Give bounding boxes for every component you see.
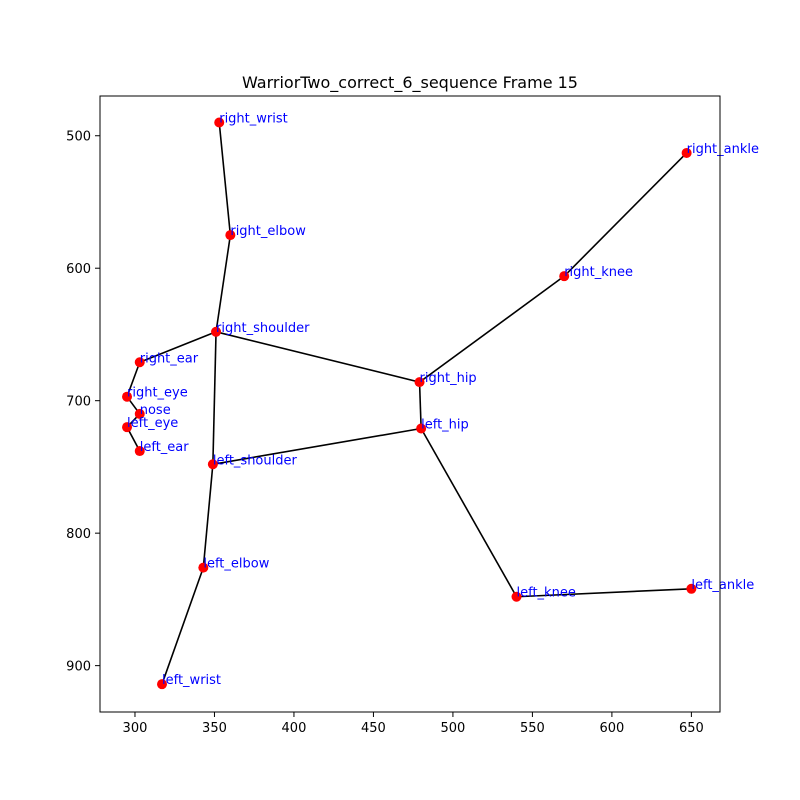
keypoint-left_knee (511, 591, 522, 602)
y-tick-label: 500 (66, 130, 91, 145)
skeleton-line-right_knee-right_ankle (563, 152, 688, 277)
skeleton-line-right_wrist-right_elbow (218, 122, 232, 236)
keypoint-left_ear (134, 446, 145, 457)
skeleton-line-left_knee-left_ankle (516, 588, 692, 598)
keypoint-right_shoulder (211, 326, 222, 337)
skeleton-line-right_elbow-right_shoulder (215, 234, 232, 332)
keypoint-right_knee (559, 271, 570, 282)
skeleton-line-right_hip-left_hip (418, 382, 422, 429)
keypoint-left_shoulder (207, 459, 218, 470)
x-tick-label: 550 (520, 721, 545, 736)
keypoint-right_elbow (225, 230, 236, 241)
skeleton-line-right_shoulder-right_hip (215, 331, 420, 383)
x-tick-label: 450 (361, 721, 386, 736)
skeleton-line-left_shoulder-left_hip (212, 427, 422, 466)
keypoint-label-left_wrist: left_wrist (162, 673, 221, 688)
x-tick-label: 400 (282, 721, 307, 736)
keypoint-right_ankle (681, 147, 692, 158)
keypoint-label-right_ear: right_ear (140, 351, 199, 366)
x-tick-label: 650 (679, 721, 704, 736)
x-tick-label: 600 (599, 721, 624, 736)
skeleton-line-right_hip-right_knee (419, 275, 565, 383)
keypoint-label-left_knee: left_knee (517, 586, 576, 601)
keypoint-left_eye (122, 422, 133, 433)
keypoint-right_eye (122, 391, 133, 402)
y-tick-label: 900 (66, 660, 91, 675)
keypoint-label-left_hip: left_hip (421, 418, 469, 433)
y-axis: 500 600 700 800 900 (66, 130, 100, 675)
keypoint-label-right_elbow: right_elbow (230, 224, 306, 239)
keypoint-label-right_wrist: right_wrist (219, 111, 288, 126)
keypoint-label-right_hip: right_hip (420, 371, 477, 386)
skeleton-line-left_hip-left_knee (420, 428, 518, 598)
skeleton-line-right_shoulder-left_shoulder (212, 331, 217, 465)
x-tick-label: 350 (202, 721, 227, 736)
keypoint-label-right_eye: right_eye (127, 386, 188, 401)
keypoint-left_wrist (157, 679, 167, 690)
x-axis: 300 350 400 450 500 550 600 650 (123, 712, 704, 736)
keypoint-label-left_shoulder: left_shoulder (213, 453, 298, 468)
keypoint-left_elbow (198, 562, 209, 573)
x-tick-label: 500 (441, 721, 466, 736)
keypoint-label-right_shoulder: right_shoulder (216, 321, 310, 336)
keypoint-label-right_knee: right_knee (564, 265, 633, 280)
skeleton-line-right_shoulder-right_ear (139, 331, 217, 364)
y-tick-label: 800 (66, 527, 91, 542)
axes-frame (99, 95, 721, 713)
skeleton-line-left_shoulder-left_elbow (202, 464, 214, 568)
keypoint-right_ear (134, 357, 145, 368)
keypoint-left_ankle (686, 583, 697, 594)
y-tick-label: 600 (66, 262, 91, 277)
chart-title: WarriorTwo_correct_6_sequence Frame 15 (242, 73, 578, 93)
keypoint-label-left_eye: left_eye (127, 416, 178, 431)
x-tick-label: 300 (123, 721, 148, 736)
keypoint-label-left_ear: left_ear (140, 440, 190, 455)
keypoint-label-left_elbow: left_elbow (203, 557, 269, 572)
skeleton-line-left_elbow-left_wrist (161, 567, 205, 685)
keypoint-label-right_ankle: right_ankle (687, 142, 759, 157)
keypoint-left_hip (416, 423, 427, 434)
keypoint-label-left_ankle: left_ankle (691, 578, 754, 593)
keypoint-right_wrist (214, 117, 225, 128)
keypoint-nose (134, 408, 145, 419)
y-tick-label: 700 (66, 395, 91, 410)
skeleton-line-right_ear-right_eye (126, 361, 141, 397)
plot-area: right_wrist right_ankle right_elbow right_k… (122, 111, 759, 690)
keypoint-label-nose: nose (140, 403, 171, 418)
keypoint-right_hip (414, 377, 425, 388)
